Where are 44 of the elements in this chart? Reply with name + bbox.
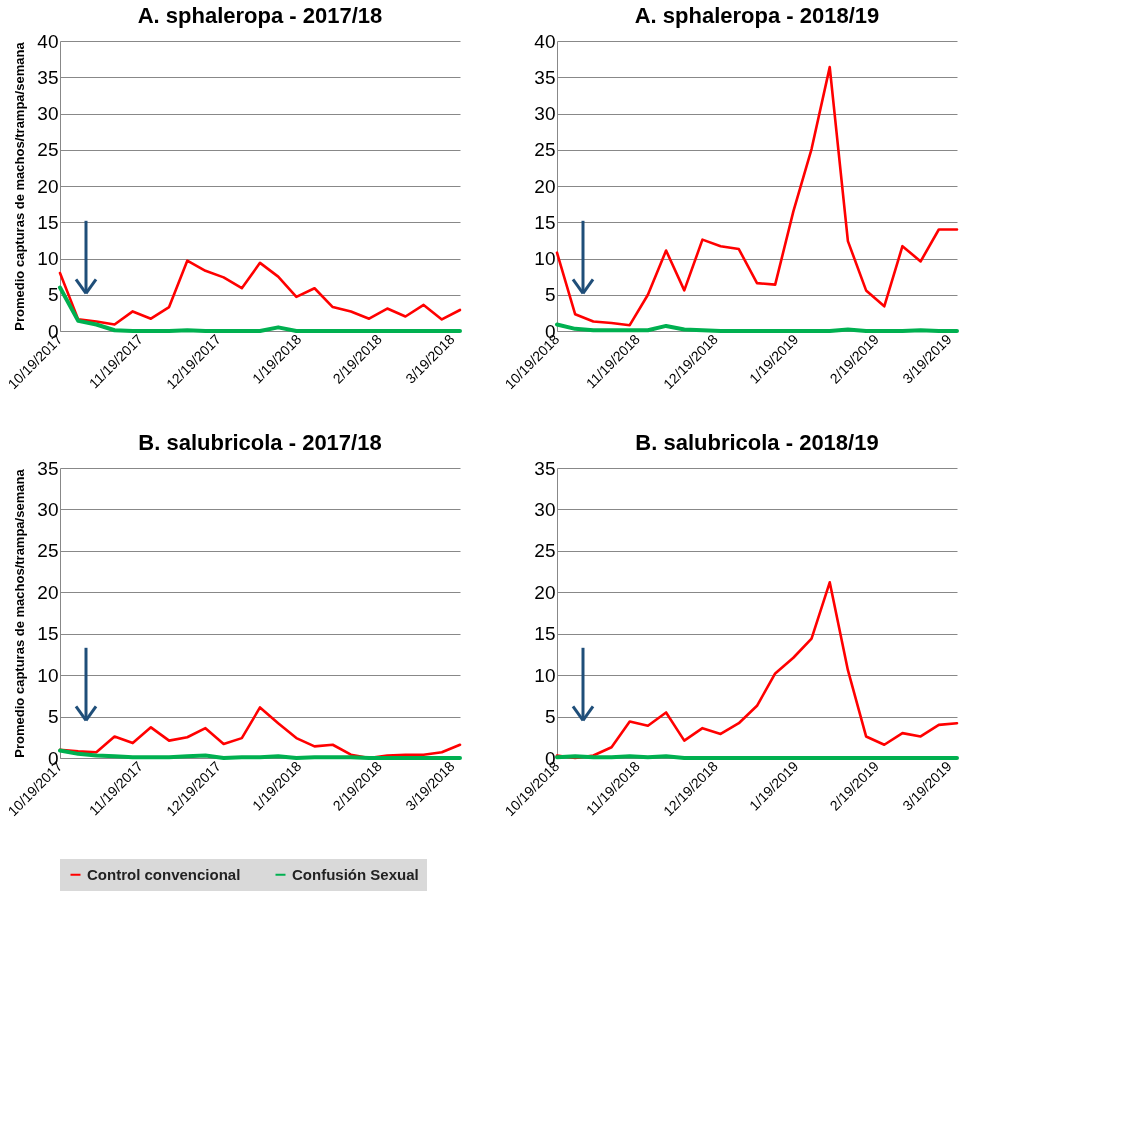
y-tick-label: 15	[534, 211, 556, 233]
y-tick-label: 5	[47, 706, 59, 728]
y-tick-label: 35	[534, 66, 556, 88]
y-axis-title: Promedio capturas de machos/trampa/semana	[12, 468, 28, 758]
y-tick-label: 10	[534, 248, 556, 269]
chart-title: A. sphaleropa - 2018/19	[634, 3, 880, 28]
y-tick-label: 35	[37, 457, 59, 479]
y-tick-label: 40	[37, 30, 59, 52]
y-tick-label: 10	[37, 664, 59, 686]
y-tick-label: 15	[534, 623, 556, 645]
chart-title: A. sphaleropa - 2017/18	[137, 3, 383, 28]
y-tick-label: 25	[37, 139, 59, 161]
y-tick-label: 25	[534, 540, 556, 562]
y-tick-label: 30	[534, 498, 556, 520]
line-series	[555, 581, 959, 760]
y-tick-label: 20	[37, 581, 59, 603]
y-tick-label: 25	[534, 139, 556, 161]
line-series	[58, 259, 462, 326]
y-axis-title: Promedio capturas de machos/trampa/semana	[12, 41, 28, 331]
y-tick-label: 20	[37, 175, 59, 197]
y-tick-label: 5	[544, 284, 556, 306]
line-series	[555, 322, 959, 333]
y-tick-label: 30	[37, 498, 59, 520]
line-series	[58, 285, 462, 333]
y-tick-label: 30	[534, 103, 556, 124]
y-tick-label: 20	[534, 175, 556, 197]
y-tick-label: 5	[544, 706, 556, 728]
y-tick-label: 40	[534, 30, 556, 52]
legend-label: Confusión Sexual	[292, 865, 419, 883]
y-tick-label: 25	[37, 540, 59, 562]
y-tick-label: 20	[534, 581, 556, 603]
chart-title: B. salubricola - 2018/19	[635, 430, 879, 455]
legend-label: Control convencional	[87, 865, 241, 883]
y-tick-label: 10	[37, 248, 59, 269]
y-tick-label: 35	[534, 457, 556, 479]
line-series	[555, 65, 959, 327]
y-tick-label: 5	[47, 284, 59, 306]
chart-title: B. salubricola - 2017/18	[138, 430, 382, 455]
line-series	[58, 748, 462, 760]
y-tick-label: 10	[534, 664, 556, 686]
y-tick-label: 30	[37, 103, 59, 124]
y-tick-label: 35	[37, 66, 59, 88]
y-tick-label: 15	[37, 623, 59, 645]
y-tick-label: 15	[37, 211, 59, 233]
